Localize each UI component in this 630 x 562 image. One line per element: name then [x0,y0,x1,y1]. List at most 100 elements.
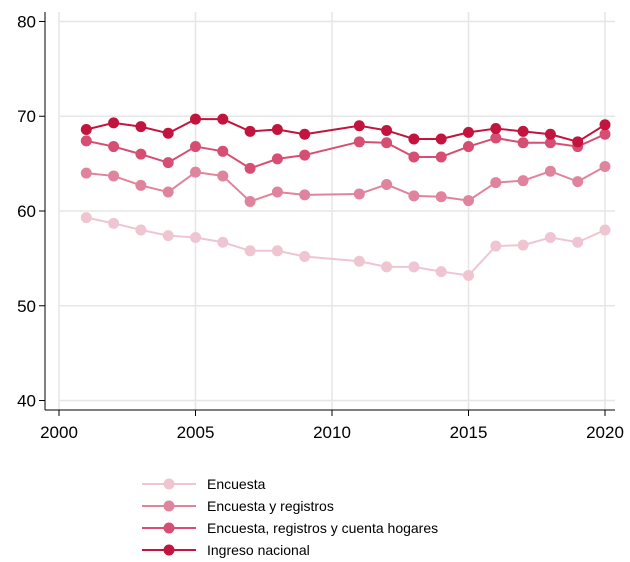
data-point [354,188,365,199]
data-point [108,170,119,181]
data-point [600,119,611,130]
legend-item: Encuesta [142,476,266,492]
data-point [518,137,529,148]
data-point [436,133,447,144]
data-point [272,187,283,198]
data-point [545,166,556,177]
data-point [408,151,419,162]
data-point [245,196,256,207]
data-point [381,261,392,272]
legend-label: Encuesta [207,476,266,492]
data-point [463,127,474,138]
data-point [518,240,529,251]
data-point [135,224,146,235]
data-point [163,187,174,198]
legend-label: Encuesta y registros [207,498,334,514]
data-point [190,167,201,178]
data-point [600,224,611,235]
data-point [490,133,501,144]
data-point [408,261,419,272]
x-tick-label: 2015 [450,423,488,442]
data-point [217,170,228,181]
data-point [545,129,556,140]
axes: 40 50 60 70 80 2000 2005 2010 2015 2020 [17,12,624,442]
y-tick-label: 70 [17,107,36,126]
data-point [600,129,611,140]
data-point [217,114,228,125]
data-point [190,141,201,152]
data-point [436,191,447,202]
data-point [600,161,611,172]
y-tick-label: 80 [17,12,36,31]
legend-item: Ingreso nacional [142,542,310,558]
data-point [163,128,174,139]
data-point [463,141,474,152]
legend-label: Ingreso nacional [207,542,310,558]
data-point [490,123,501,134]
legend-swatch-marker [164,479,175,490]
legend-item: Encuesta y registros [142,498,334,514]
data-point [381,137,392,148]
legend: Encuesta Encuesta y registros Encuesta, re… [142,476,438,558]
data-point [245,163,256,174]
data-point [135,180,146,191]
y-tick-label: 60 [17,202,36,221]
data-point [545,232,556,243]
data-point [408,133,419,144]
data-point [436,151,447,162]
data-point [408,190,419,201]
x-tick-label: 2010 [313,423,351,442]
data-point [572,237,583,248]
y-tick-label: 50 [17,297,36,316]
data-point [272,124,283,135]
data-point [299,251,310,262]
data-point [490,177,501,188]
data-point [299,150,310,161]
data-point [135,121,146,132]
x-tick-label: 2005 [177,423,215,442]
data-point [108,117,119,128]
data-point [108,141,119,152]
data-point [463,270,474,281]
data-point [245,126,256,137]
data-point [518,126,529,137]
y-tick-label: 40 [17,392,36,411]
data-point [272,245,283,256]
data-point [299,129,310,140]
legend-swatch-marker [164,523,175,534]
x-tick-label: 2000 [40,423,78,442]
data-point [381,125,392,136]
data-point [463,195,474,206]
data-point [217,237,228,248]
data-point [190,114,201,125]
series-encuesta-y-registros [81,161,611,207]
data-point [217,146,228,157]
data-point [108,218,119,229]
data-point [163,230,174,241]
legend-item: Encuesta, registros y cuenta hogares [142,520,438,536]
data-point [381,179,392,190]
data-point [81,135,92,146]
data-point [299,189,310,200]
data-point [190,232,201,243]
legend-swatch-marker [164,545,175,556]
data-point [518,175,529,186]
data-point [436,266,447,277]
series-encuesta [81,212,611,281]
legend-label: Encuesta, registros y cuenta hogares [207,520,438,536]
series-encuesta-registros-y-cuenta-hogares [81,129,611,174]
x-tick-label: 2020 [586,423,624,442]
data-point [81,212,92,223]
data-point [81,168,92,179]
data-point [135,149,146,160]
series-group [81,114,611,281]
legend-swatch-marker [164,501,175,512]
data-point [572,136,583,147]
data-point [81,124,92,135]
grid [59,12,615,410]
data-point [354,120,365,131]
data-point [354,136,365,147]
data-point [490,241,501,252]
data-point [163,157,174,168]
